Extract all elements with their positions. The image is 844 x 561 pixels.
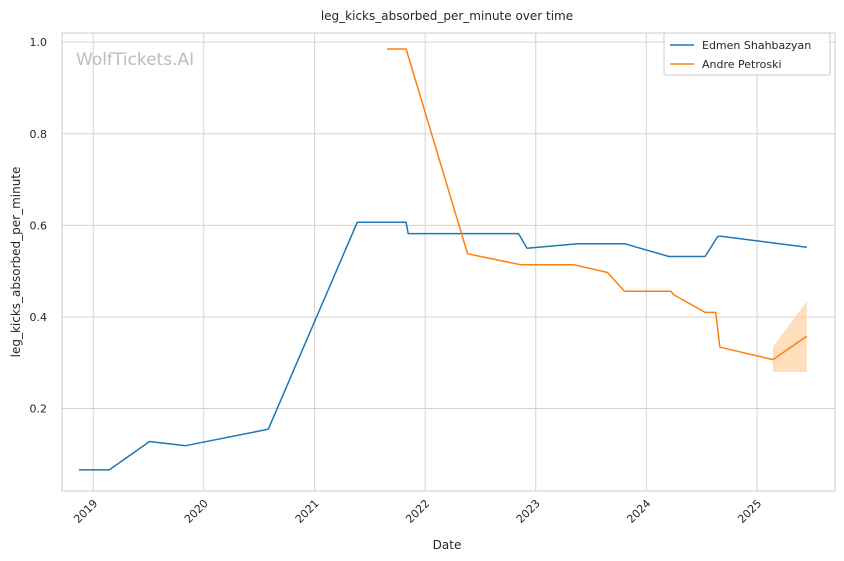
series-lines	[79, 48, 808, 471]
y-tick-label: 0.4	[30, 311, 48, 324]
watermark: WolfTickets.AI	[76, 50, 194, 70]
y-tick-label: 0.6	[30, 219, 48, 232]
y-axis-label: leg_kicks_absorbed_per_minute	[9, 167, 23, 358]
y-tick-label: 0.8	[30, 128, 48, 141]
series-line-1	[79, 221, 807, 471]
grid-lines	[62, 33, 835, 491]
legend: Edmen Shahbazyan Andre Petroski	[663, 32, 831, 76]
y-tick-label: 1.0	[30, 36, 48, 49]
y-tick-label: 0.2	[30, 403, 48, 416]
legend-box	[663, 32, 831, 76]
legend-label-edmen-shahbazyan: Edmen Shahbazyan	[702, 39, 811, 52]
plot-frame	[61, 32, 836, 492]
legend-label-andre-petroski: Andre Petroski	[702, 58, 782, 71]
x-axis-label: Date	[433, 538, 462, 552]
chart-title: leg_kicks_absorbed_per_minute over time	[321, 9, 573, 23]
series-line-2	[387, 48, 808, 361]
